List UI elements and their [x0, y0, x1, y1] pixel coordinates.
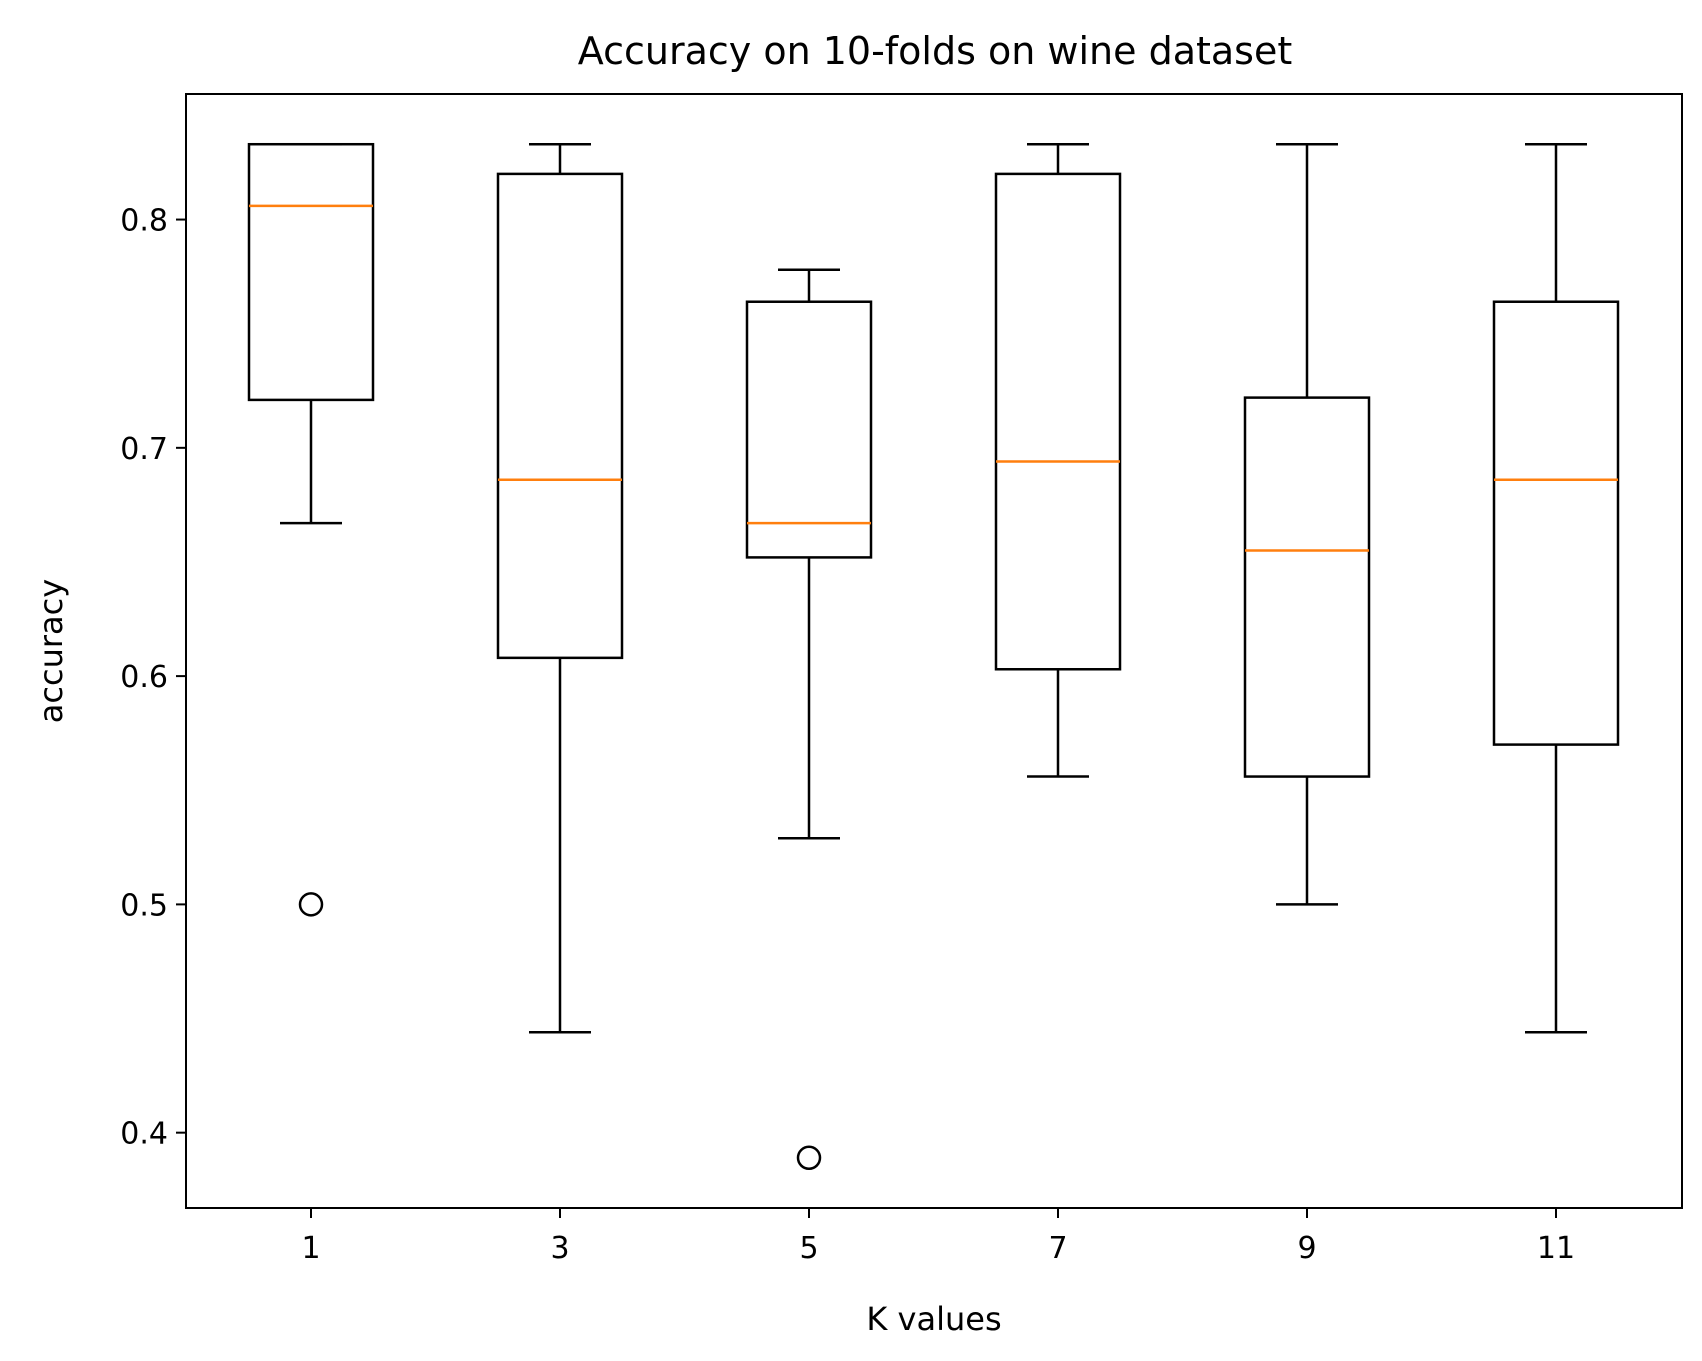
y-tick-label: 0.4 — [120, 1117, 168, 1152]
y-axis: 0.4 0.5 0.6 0.7 0.8 — [120, 204, 186, 1152]
y-tick-label: 0.7 — [120, 432, 168, 467]
box-group-k7 — [994, 142, 1122, 778]
iqr-box — [994, 172, 1122, 671]
box-group-k5 — [745, 268, 873, 1171]
box-group-k3 — [496, 142, 624, 1034]
outlier-point — [796, 1145, 822, 1171]
iqr-box — [1243, 396, 1371, 778]
iqr-box — [247, 142, 375, 402]
y-tick-label: 0.8 — [120, 204, 168, 239]
x-tick-label: 1 — [301, 1231, 320, 1266]
box-group-k1 — [247, 142, 375, 917]
x-tick-label: 7 — [1048, 1231, 1067, 1266]
y-tick-label: 0.6 — [120, 660, 168, 695]
outlier-point — [298, 892, 324, 917]
iqr-box — [745, 300, 873, 559]
x-axis-label: K values — [866, 1300, 1001, 1338]
box-group-k11 — [1492, 142, 1620, 1034]
x-tick-label: 9 — [1297, 1231, 1316, 1266]
x-tick-label: 11 — [1537, 1231, 1575, 1266]
plot-frame — [185, 93, 1683, 1209]
iqr-box — [1492, 300, 1620, 746]
plot-area — [247, 142, 1620, 1171]
box-group-k9 — [1243, 142, 1371, 906]
y-axis-label: accuracy — [32, 579, 70, 723]
x-tick-label: 5 — [799, 1231, 818, 1266]
chart-title: Accuracy on 10-folds on wine dataset — [578, 29, 1293, 73]
y-tick-label: 0.5 — [120, 888, 168, 923]
iqr-box — [496, 172, 624, 660]
x-axis: 1 3 5 7 9 11 — [301, 1208, 1575, 1266]
x-tick-label: 3 — [550, 1231, 569, 1266]
